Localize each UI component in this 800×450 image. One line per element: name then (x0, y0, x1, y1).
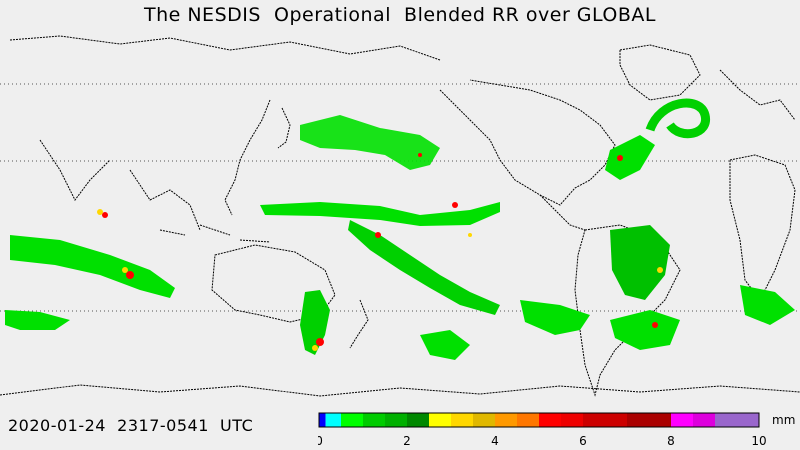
colorbar-bin (517, 413, 539, 427)
coastline-north-america (439, 79, 616, 206)
colorbar-legend: 0 2 4 6 8 10 (318, 412, 767, 448)
moderate-rain-spot (468, 233, 472, 237)
moderate-rain-spot (122, 267, 128, 273)
colorbar-bin (671, 413, 693, 427)
colorbar-bin (341, 413, 363, 427)
coastline-new-zealand (349, 299, 369, 349)
rain-area-south-america (610, 225, 670, 300)
rain-features (5, 98, 795, 360)
colorbar-bin (325, 413, 341, 427)
moderate-rain-spot (657, 267, 663, 273)
colorbar-bin (451, 413, 473, 427)
heavy-rain-spot (375, 232, 381, 238)
rain-band-south-atlantic (520, 300, 590, 335)
coastline-se-asia (129, 169, 201, 231)
colorbar-tick-label: 6 (579, 434, 587, 448)
coastline-india (39, 139, 111, 201)
rain-band-spcz (348, 220, 500, 315)
rain-area-africa (740, 285, 795, 325)
colorbar-bin (495, 413, 517, 427)
colorbar-bin (627, 413, 671, 427)
rain-band-west-pacific (300, 115, 440, 170)
rain-band-south-indian (5, 310, 70, 330)
heavy-rain-spot (102, 212, 108, 218)
colorbar-unit: mm (772, 413, 796, 427)
colorbar-bin (561, 413, 583, 427)
moderate-rain-spot (312, 345, 318, 351)
colorbar-tick-label: 4 (491, 434, 499, 448)
colorbar-bin (693, 413, 715, 427)
heavy-rain-spot (617, 155, 623, 161)
colorbar-bins (319, 413, 759, 427)
heavy-rain-spot (316, 338, 324, 346)
colorbar-bin (429, 413, 451, 427)
coastline-indonesia (159, 224, 271, 243)
colorbar-tick-label: 0 (318, 434, 323, 448)
heavy-rain-spots (102, 153, 658, 346)
rain-band-tasman (300, 290, 330, 355)
observation-timestamp: 2020-01-24 2317-0541 UTC (8, 416, 254, 435)
heavy-rain-spot (418, 153, 422, 157)
rain-spiral-north-atlantic (645, 98, 710, 139)
moderate-rain-spot (97, 209, 103, 215)
heavy-rain-spot (652, 322, 658, 328)
rain-band-southern-ocean (420, 330, 470, 360)
colorbar-bin (583, 413, 627, 427)
colorbar-bin (407, 413, 429, 427)
heavy-rain-spot (126, 271, 134, 279)
coastline-greenland (619, 44, 701, 101)
colorbar-bin (385, 413, 407, 427)
colorbar-tick-label: 10 (751, 434, 766, 448)
map-title: The NESDIS Operational Blended RR over G… (143, 4, 657, 26)
colorbar-bin (715, 413, 759, 427)
colorbar-bin (539, 413, 561, 427)
colorbar-frame (318, 412, 760, 428)
coastline-east-asia (224, 99, 271, 216)
colorbar-ticks: 0 2 4 6 8 10 (318, 434, 767, 448)
colorbar-bin (473, 413, 495, 427)
colorbar-bin (319, 413, 326, 427)
heavy-rain-spot (452, 202, 458, 208)
coastline-asia-north (9, 35, 441, 61)
rain-band-north-atlantic (605, 135, 655, 180)
colorbar-tick-label: 8 (667, 434, 675, 448)
coastline-japan (277, 107, 291, 149)
rain-band-south-atlantic-east (610, 310, 680, 350)
moderate-rain-spots (97, 209, 663, 351)
precipitation-map (0, 35, 800, 397)
colorbar-bin (363, 413, 385, 427)
coastline-africa (729, 154, 796, 301)
coastline-europe (719, 69, 796, 121)
rain-band-itcz-pacific (260, 202, 500, 226)
coastline-antarctica (0, 384, 800, 397)
colorbar-tick-label: 2 (403, 434, 411, 448)
coastline-central-america (539, 194, 586, 231)
rain-band-indian-ocean (10, 235, 175, 298)
